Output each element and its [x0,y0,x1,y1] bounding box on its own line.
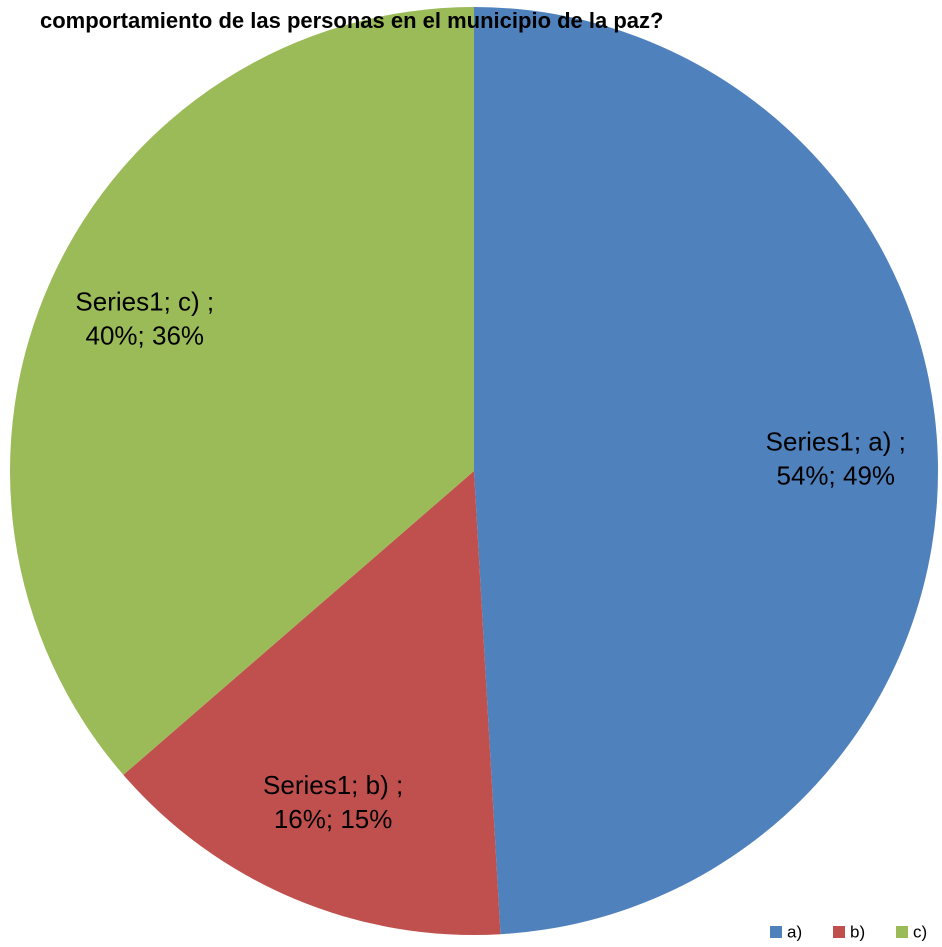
data-label: Series1; b) ; [263,770,403,800]
pie-slice [123,471,501,935]
legend-label: b) [850,922,865,941]
legend-swatch [833,926,845,938]
data-label: 40%; 36% [86,321,205,351]
chart-title: comportamiento de las personas en el mun… [40,8,663,33]
data-label: 16%; 15% [274,804,393,834]
data-label: 54%; 49% [777,461,896,491]
legend-swatch [896,926,908,938]
pie [9,6,939,935]
data-label: Series1; a) ; [766,427,906,457]
pie-slice [9,7,474,775]
pie-slice [474,6,939,935]
legend-swatch [770,926,782,938]
data-label: Series1; c) ; [75,287,214,317]
legend-label: a) [787,922,802,941]
legend-label: c) [913,922,927,941]
